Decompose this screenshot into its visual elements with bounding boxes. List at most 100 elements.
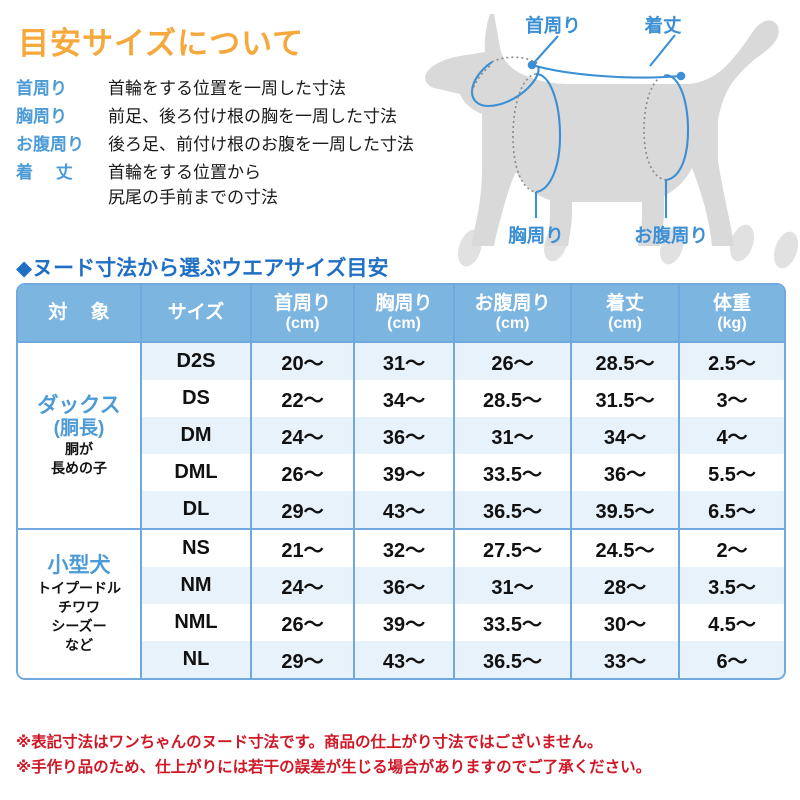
legend-item-chest: 胸周り 前足、後ろ付け根の胸を一周した寸法 — [16, 104, 486, 129]
group-cell-small-dog: 小型犬 トイプードル チワワ シーズー など — [18, 528, 142, 678]
cell-weight: 3〜 — [716, 390, 748, 412]
group-name-dachshund: ダックス — [37, 394, 121, 418]
cell-chest: 39〜 — [355, 604, 455, 641]
cell-weight: 6.5〜 — [680, 491, 784, 528]
group-note-small-dog-4: など — [65, 636, 93, 653]
col-header-length: 着丈 (cm) — [572, 285, 680, 343]
legend-term-length: 着 丈 — [16, 163, 82, 182]
cell-belly: 31〜 — [455, 417, 572, 454]
group-note-small-dog-1: トイプードル — [37, 579, 121, 596]
legend-term-chest: 胸周り — [16, 107, 67, 126]
footer-note-2: ※手作り品のため、仕上がりには若干の誤差が生じる場合がありますのでご了承ください… — [16, 759, 652, 776]
section-heading: ◆ヌード寸法から選ぶウエアサイズ目安 — [16, 257, 389, 280]
cell-weight: 4〜 — [680, 417, 784, 454]
neck-leader-line — [531, 35, 559, 66]
cell-neck: 22〜 — [252, 380, 355, 417]
table-row: 小型犬 トイプードル チワワ シーズー など NS 21〜 32〜 27.5〜 … — [18, 528, 784, 678]
legend-desc-chest: 前足、後ろ付け根の胸を一周した寸法 — [108, 107, 397, 126]
cell-size: DM — [142, 417, 252, 454]
cell-chest: 32〜 — [355, 528, 455, 567]
group-name-small-dog: 小型犬 — [47, 554, 111, 578]
table-row: DM 24〜 36〜 31〜 34〜 4〜 — [18, 417, 784, 454]
cell-size: D2S — [142, 343, 252, 380]
legend-desc-length-line2: 尻尾の手前までの寸法 — [108, 188, 278, 207]
diagram-label-length: 着丈 — [643, 15, 682, 36]
cell-size: NS — [142, 528, 252, 567]
col-header-weight-unit: (kg) — [717, 314, 747, 332]
neck-ring-dotted — [491, 56, 539, 67]
col-header-length-unit: (cm) — [608, 314, 642, 332]
cell-length: 34〜 — [572, 417, 680, 454]
cell-chest: 39〜 — [355, 454, 455, 491]
cell-chest: 34〜 — [355, 380, 455, 417]
group-note-small-dog-3: シーズー — [51, 617, 107, 634]
cell-neck: 26〜 — [252, 604, 355, 641]
diagram-label-neck: 首周り — [525, 15, 581, 36]
diagram-label-chest: 胸周り — [508, 225, 564, 246]
col-header-chest-label: 胸周り — [375, 293, 433, 315]
cell-neck: 26〜 — [252, 454, 355, 491]
legend-term-belly: お腹周り — [16, 135, 84, 154]
cell-weight: 6〜 — [680, 641, 784, 678]
cell-size: DML — [142, 454, 252, 491]
col-header-neck-label: 首周り — [273, 293, 331, 315]
cell-length: 28.5〜 — [572, 343, 680, 380]
cell-weight: 3.5〜 — [680, 567, 784, 604]
cell-chest: 36〜 — [355, 417, 455, 454]
diagram-label-belly: お腹周り — [634, 225, 708, 246]
table-row: NL 29〜 43〜 36.5〜 33〜 6〜 — [18, 641, 784, 678]
col-header-length-label: 着丈 — [605, 293, 644, 315]
chest-ring-solid — [535, 72, 562, 194]
col-header-target-label: 対 象 — [48, 301, 119, 323]
cell-weight: 5.5〜 — [708, 464, 756, 486]
cell-chest: 31〜 — [355, 343, 455, 380]
chest-ring-dotted — [512, 73, 537, 193]
cell-belly: 36.5〜 — [455, 491, 572, 528]
table-row: DML 26〜 39〜 33.5〜 36〜 5.5〜 — [18, 454, 784, 491]
cell-length: 39.5〜 — [572, 491, 680, 528]
footer-notes: ※表記寸法はワンちゃんのヌード寸法です。商品の仕上がり寸法ではございません。 ※… — [16, 730, 796, 780]
cell-neck: 29〜 — [252, 641, 355, 678]
cell-belly: 28.5〜 — [455, 380, 572, 417]
cell-size: NL — [142, 641, 252, 678]
dog-diagram-svg: 首周り 着丈 胸周り お腹周り — [425, 14, 779, 246]
cell-chest: 36〜 — [355, 567, 455, 604]
cell-neck: 21〜 — [252, 528, 355, 567]
cell-size: NM — [142, 567, 252, 604]
col-header-weight-label: 体重 — [712, 293, 751, 315]
belly-ring-solid — [665, 73, 690, 182]
group-note-dachshund-2: 長めの子 — [51, 459, 107, 476]
cell-weight: 4.5〜 — [708, 614, 756, 636]
page-title: 目安サイズについて — [18, 26, 305, 61]
size-table-head: 対 象 サイズ 首周り (cm) 胸周り (cm) お腹周り — [18, 285, 784, 343]
cell-neck: 24〜 — [252, 567, 355, 604]
group-note-dachshund-1: 胴が — [65, 440, 93, 457]
cell-size: DL — [142, 491, 252, 528]
size-table-container: 対 象 サイズ 首周り (cm) 胸周り (cm) お腹周り — [16, 283, 786, 680]
col-header-belly-unit: (cm) — [495, 314, 530, 332]
cell-length: 24.5〜 — [572, 528, 680, 567]
back-length-line — [531, 63, 681, 79]
legend-desc-neck: 首輪をする位置を一周した寸法 — [108, 79, 346, 98]
legend-desc-length-wrap: 首輪をする位置から 尻尾の手前までの寸法 — [108, 160, 278, 210]
measurement-legend: 首周り 首輪をする位置を一周した寸法 胸周り 前足、後ろ付け根の胸を一周した寸法… — [16, 76, 486, 213]
legend-desc-belly: 後ろ足、前付け根のお腹を一周した寸法 — [108, 135, 414, 154]
measurement-endpoints — [527, 60, 686, 81]
legend-item-belly: お腹周り 後ろ足、前付け根のお腹を一周した寸法 — [16, 132, 486, 157]
col-header-size: サイズ — [142, 285, 252, 343]
legend-item-length: 着 丈 首輪をする位置から 尻尾の手前までの寸法 — [16, 160, 486, 210]
col-header-target: 対 象 — [18, 285, 142, 343]
legend-term-neck: 首周り — [16, 79, 67, 98]
cell-belly: 31〜 — [455, 567, 572, 604]
table-row: NML 26〜 39〜 33.5〜 30〜 4.5〜 — [18, 604, 784, 641]
cell-belly: 27.5〜 — [455, 528, 572, 567]
dog-diagram: 首周り 着丈 胸周り お腹周り — [420, 0, 800, 262]
size-table: 対 象 サイズ 首周り (cm) 胸周り (cm) お腹周り — [16, 283, 786, 680]
cell-size: NML — [142, 604, 252, 641]
col-header-chest-unit: (cm) — [387, 314, 421, 332]
col-header-neck-unit: (cm) — [285, 314, 320, 332]
table-row: DS 22〜 34〜 28.5〜 31.5〜 3〜 — [18, 380, 784, 417]
header-row: 対 象 サイズ 首周り (cm) 胸周り (cm) お腹周り — [18, 285, 784, 343]
cell-neck: 24〜 — [252, 417, 355, 454]
